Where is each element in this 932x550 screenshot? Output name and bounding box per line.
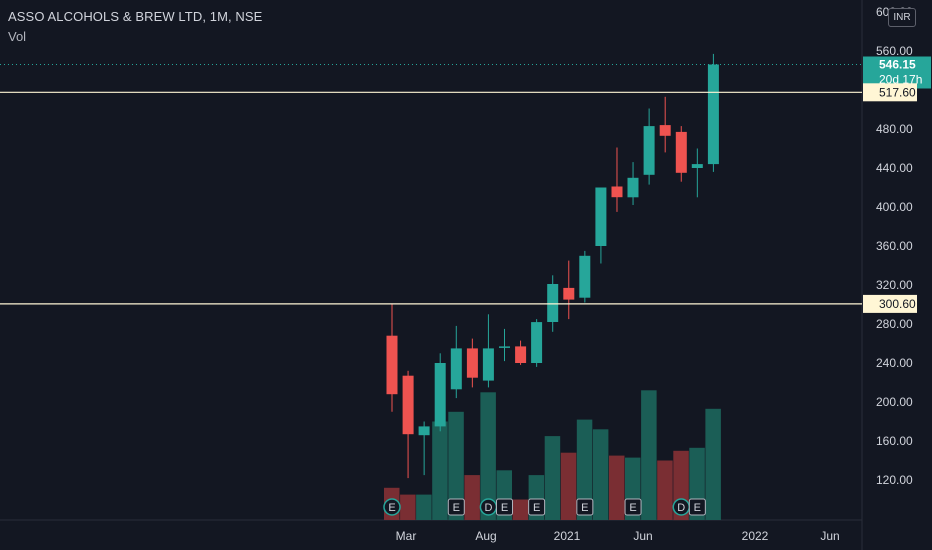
candle-body[interactable] [707,64,719,165]
candle-body[interactable] [627,177,639,198]
volume-bar [512,499,529,520]
last-price-label: 546.15 [879,58,916,72]
currency-badge[interactable]: INR [888,8,916,27]
candle-body[interactable] [595,187,607,247]
volume-bar [544,436,561,520]
event-marker-label: D [484,502,492,514]
candle-body[interactable] [402,375,414,435]
earnings-marker[interactable] [576,498,594,516]
earnings-marker[interactable] [688,498,706,516]
event-marker-label: E [501,502,508,514]
candle-body[interactable] [643,126,655,175]
volume-bar [609,455,625,520]
volume-bar [705,408,721,520]
time-axis-tick: Jun [633,529,652,543]
candle-body[interactable] [659,125,671,136]
event-marker-label: E [581,502,588,514]
volume-bar [432,421,448,520]
event-marker-label: E [694,502,701,514]
price-axis-tick: 440.00 [876,161,913,175]
price-axis-tick: 560.00 [876,44,913,58]
volume-bar [448,411,464,521]
level-label-upper-bg [863,83,917,102]
event-marker-label: E [453,502,460,514]
price-axis-tick: 120.00 [876,473,913,487]
symbol-title: ASSO ALCOHOLS & BREW LTD, 1M, NSE [8,9,263,24]
event-marker-label: E [629,502,636,514]
earnings-marker[interactable] [495,498,513,516]
candle-body[interactable] [675,131,687,173]
volume-bar [464,475,480,520]
event-marker-label: E [533,502,540,514]
volume-bar [400,494,416,520]
candle-body[interactable] [531,322,543,363]
level-label-lower-bg [863,294,917,313]
price-axis-tick: 480.00 [876,122,913,136]
volume-bar [576,419,593,520]
bar-countdown-label: 20d 17h [879,73,922,87]
price-axis-tick: 200.00 [876,395,913,409]
candle-body[interactable] [579,255,591,298]
time-axis-tick: Aug [475,529,496,543]
candle-body[interactable] [482,348,494,381]
volume-bar [560,452,577,520]
candle-body[interactable] [499,346,510,348]
time-axis-tick: 2022 [742,529,769,543]
candle-body[interactable] [563,287,575,300]
candle-body[interactable] [434,363,446,427]
volume-bar [480,392,496,521]
volume-legend-label: Vol [8,29,27,44]
event-marker-label: D [677,502,685,514]
candle-body[interactable] [386,335,398,395]
candle-body[interactable] [547,284,559,322]
candle-body[interactable] [611,186,623,198]
candle-body[interactable] [466,348,478,378]
volume-bar [592,429,609,520]
volume-bar [416,494,432,520]
candle-body[interactable] [418,426,430,436]
earnings-marker[interactable] [624,498,642,516]
earnings-marker[interactable] [528,498,546,516]
time-axis-tick: Mar [396,529,417,543]
price-axis-tick: 160.00 [876,434,913,448]
price-axis-tick: 320.00 [876,278,913,292]
earnings-marker[interactable] [383,498,401,516]
time-axis-tick: Jun [820,529,839,543]
earnings-marker[interactable] [447,498,465,516]
candle-body[interactable] [691,164,703,168]
volume-bar [657,460,673,520]
volume-bar [641,390,657,520]
price-axis-tick: 280.00 [876,317,913,331]
candle-body[interactable] [515,346,527,363]
candle-body[interactable] [450,348,462,390]
event-marker-label: E [388,502,395,514]
level-label-lower: 300.60 [879,297,916,311]
price-axis-tick: 360.00 [876,239,913,253]
price-axis-tick: 240.00 [876,356,913,370]
level-label-upper: 517.60 [879,85,916,99]
last-price-label-bg [863,56,931,89]
time-axis-tick: 2021 [554,529,581,543]
price-axis-tick: 400.00 [876,200,913,214]
